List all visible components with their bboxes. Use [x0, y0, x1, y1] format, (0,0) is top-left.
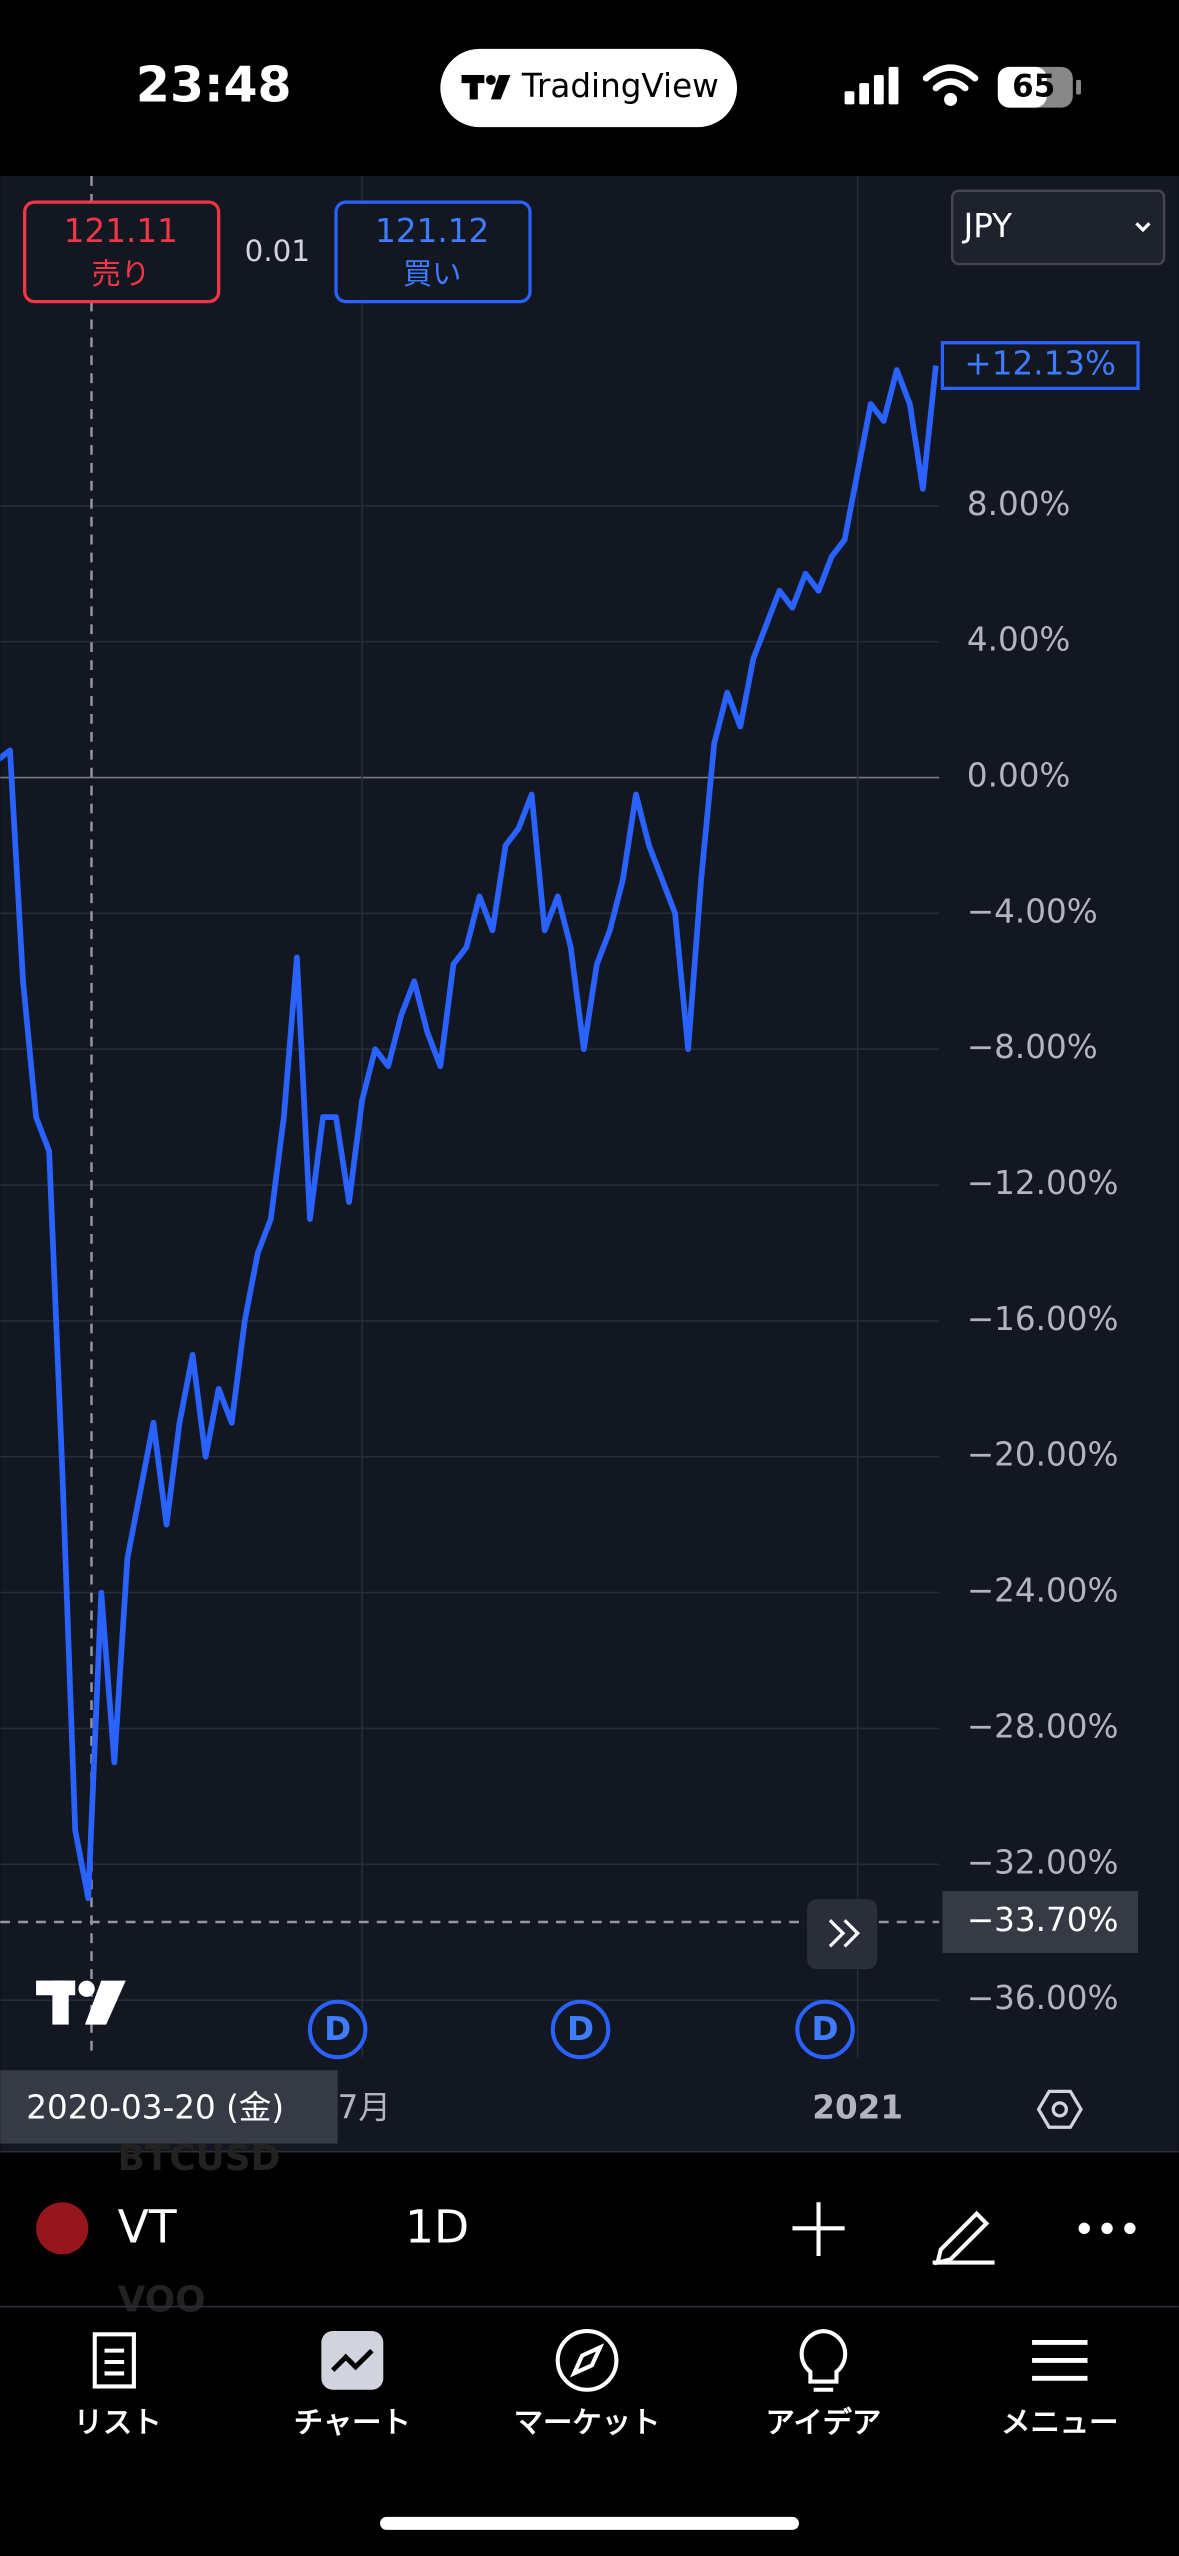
status-time: 23:48 — [136, 57, 292, 114]
y-tick-label: −16.00% — [967, 1300, 1119, 1338]
y-tick-label: −36.00% — [967, 1979, 1119, 2017]
bid-label: 売り — [92, 257, 151, 291]
battery-text: 65 — [1012, 69, 1055, 105]
nav-label: チャート — [294, 2405, 411, 2439]
nav-bar: リスト チャート マーケット アイデア メニュー — [74, 2405, 1119, 2439]
y-tick-label: −8.00% — [967, 1028, 1098, 1066]
battery-tip — [1076, 79, 1081, 95]
y-tick-label: 8.00% — [967, 485, 1071, 523]
dividend-label: D — [567, 2010, 594, 2048]
wifi-icon — [922, 64, 979, 106]
settings-icon-center — [1051, 2101, 1068, 2118]
last-value-box — [940, 341, 1140, 391]
dividend-marker — [307, 1999, 368, 2060]
interval[interactable]: 1D — [405, 2200, 469, 2253]
home-indicator — [380, 2516, 799, 2530]
nav-label: メニュー — [1001, 2405, 1118, 2439]
dividend-label: D — [324, 2010, 351, 2048]
y-tick-label: −32.00% — [967, 1843, 1119, 1881]
dropdown-chevron — [1135, 222, 1151, 233]
settings-icon[interactable] — [1036, 2089, 1083, 2129]
spread: 0.01 — [245, 234, 310, 268]
series-layer — [0, 365, 939, 1902]
y-tick-label: 0.00% — [967, 757, 1071, 795]
crosshair-value: −33.70% — [967, 1901, 1119, 1939]
tv-logo — [461, 74, 511, 100]
add-button[interactable] — [792, 2202, 845, 2257]
market-icon[interactable] — [555, 2329, 619, 2392]
bid-price: 121.11 — [64, 212, 178, 250]
nav-label: リスト — [74, 2405, 162, 2439]
battery-level — [997, 66, 1047, 108]
compass-needle — [569, 2343, 605, 2378]
ask-price: 121.12 — [375, 212, 489, 250]
nav-label: アイデア — [765, 2405, 881, 2439]
menu-icon[interactable] — [1032, 2340, 1088, 2381]
signal-icon — [844, 66, 899, 105]
draw-button[interactable] — [932, 2210, 995, 2266]
currency-dropdown[interactable] — [950, 189, 1166, 266]
nav-label: マーケット — [514, 2405, 661, 2439]
x-tick-label: 2021 — [812, 2088, 903, 2126]
ideas-icon[interactable] — [799, 2329, 848, 2392]
y-tick-label: −24.00% — [967, 1572, 1119, 1610]
grid — [0, 176, 940, 2058]
app-pill[interactable] — [440, 48, 738, 128]
ghost-symbol: VOO — [118, 2280, 206, 2321]
buy-button[interactable] — [334, 200, 532, 304]
app-name: TradingView — [521, 67, 719, 105]
dividend-label: D — [812, 2010, 839, 2048]
y-tick-label: 4.00% — [967, 621, 1071, 659]
chart-icon-line — [331, 2348, 374, 2372]
symbol[interactable]: VT — [118, 2200, 177, 2253]
dividend-marker — [550, 1999, 611, 2060]
crosshair-value-box — [942, 1891, 1139, 1953]
more-button[interactable] — [1078, 2222, 1136, 2235]
sell-button[interactable] — [23, 200, 221, 304]
crosshair-date: 2020-03-20 (金) — [26, 2088, 284, 2126]
chart-watermark-logo — [36, 1980, 126, 2025]
y-tick-label: −12.00% — [967, 1164, 1119, 1202]
y-tick-label: −20.00% — [967, 1436, 1119, 1474]
x-tick-label: 7月 — [338, 2088, 391, 2126]
y-tick-label: −28.00% — [967, 1707, 1119, 1745]
ask-label: 買い — [403, 257, 462, 291]
symbol-logo — [36, 2202, 89, 2255]
y-tick-label: −4.00% — [967, 892, 1098, 930]
currency: JPY — [962, 207, 1013, 245]
price-line — [0, 365, 939, 1902]
crosshair-date-box — [0, 2070, 338, 2144]
dividend-marker — [795, 1999, 855, 2060]
double-chevron — [828, 1919, 860, 1948]
list-icon[interactable] — [92, 2332, 136, 2389]
last-value: +12.13% — [964, 345, 1116, 383]
ghost-symbol: BTCUSD — [118, 2138, 281, 2179]
